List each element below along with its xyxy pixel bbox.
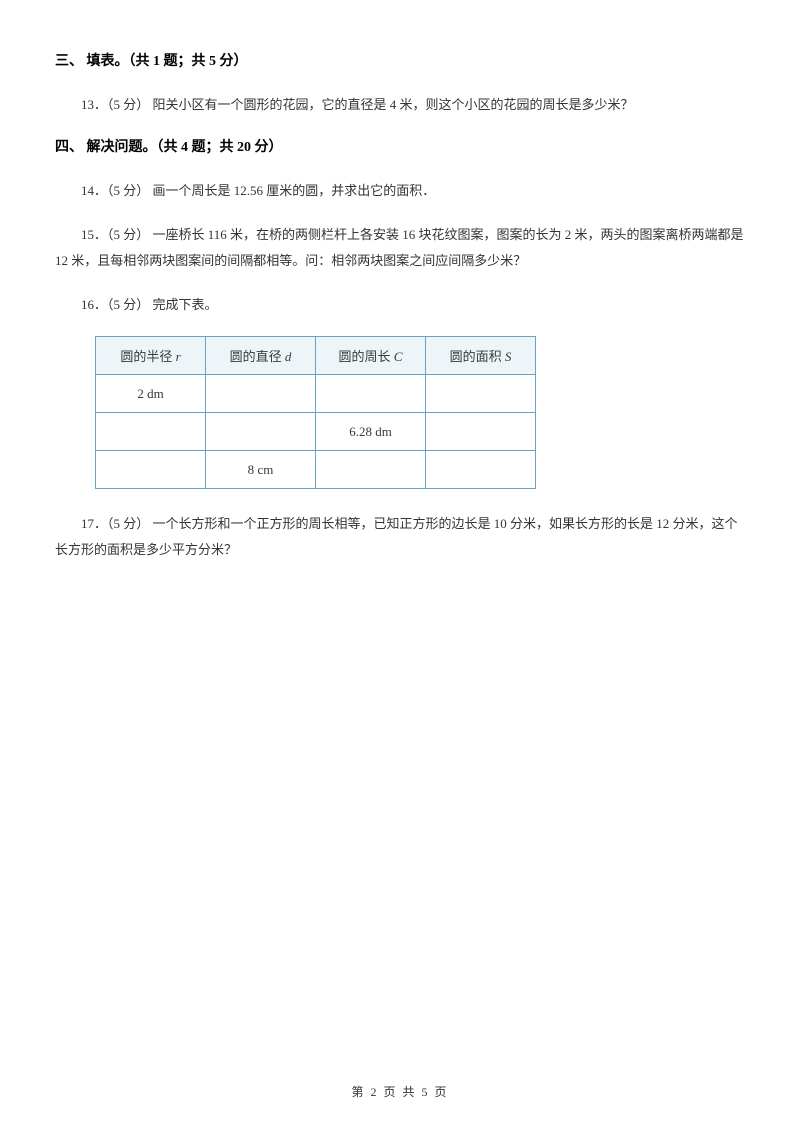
cell-d-2: 8 cm (206, 451, 316, 489)
cell-r-0: 2 dm (96, 375, 206, 413)
table-header-row: 圆的半径 r 圆的直径 d 圆的周长 C 圆的面积 S (96, 337, 536, 375)
cell-s-2 (426, 451, 536, 489)
table-row: 2 dm (96, 375, 536, 413)
page-footer: 第 2 页 共 5 页 (0, 1083, 800, 1100)
header-circumference: 圆的周长 C (316, 337, 426, 375)
section-3-heading: 三、 填表。（共 1 题；共 5 分） (55, 50, 745, 70)
header-area: 圆的面积 S (426, 337, 536, 375)
cell-s-0 (426, 375, 536, 413)
question-17: 17．（5 分） 一个长方形和一个正方形的周长相等，已知正方形的边长是 10 分… (55, 511, 745, 563)
header-diameter: 圆的直径 d (206, 337, 316, 375)
question-13: 13．（5 分） 阳关小区有一个圆形的花园，它的直径是 4 米，则这个小区的花园… (55, 92, 745, 118)
cell-r-1 (96, 413, 206, 451)
question-14: 14．（5 分） 画一个周长是 12.56 厘米的圆，并求出它的面积． (55, 178, 745, 204)
header-radius: 圆的半径 r (96, 337, 206, 375)
cell-c-2 (316, 451, 426, 489)
cell-c-0 (316, 375, 426, 413)
cell-c-1: 6.28 dm (316, 413, 426, 451)
circle-table-container: 圆的半径 r 圆的直径 d 圆的周长 C 圆的面积 S 2 dm 6.28 dm (95, 336, 745, 489)
cell-d-0 (206, 375, 316, 413)
table-row: 8 cm (96, 451, 536, 489)
cell-r-2 (96, 451, 206, 489)
question-16: 16．（5 分） 完成下表。 (55, 292, 745, 318)
circle-table: 圆的半径 r 圆的直径 d 圆的周长 C 圆的面积 S 2 dm 6.28 dm (95, 336, 536, 489)
cell-s-1 (426, 413, 536, 451)
cell-d-1 (206, 413, 316, 451)
question-15: 15．（5 分） 一座桥长 116 米，在桥的两侧栏杆上各安装 16 块花纹图案… (55, 222, 745, 274)
section-4-heading: 四、 解决问题。（共 4 题；共 20 分） (55, 136, 745, 156)
table-row: 6.28 dm (96, 413, 536, 451)
